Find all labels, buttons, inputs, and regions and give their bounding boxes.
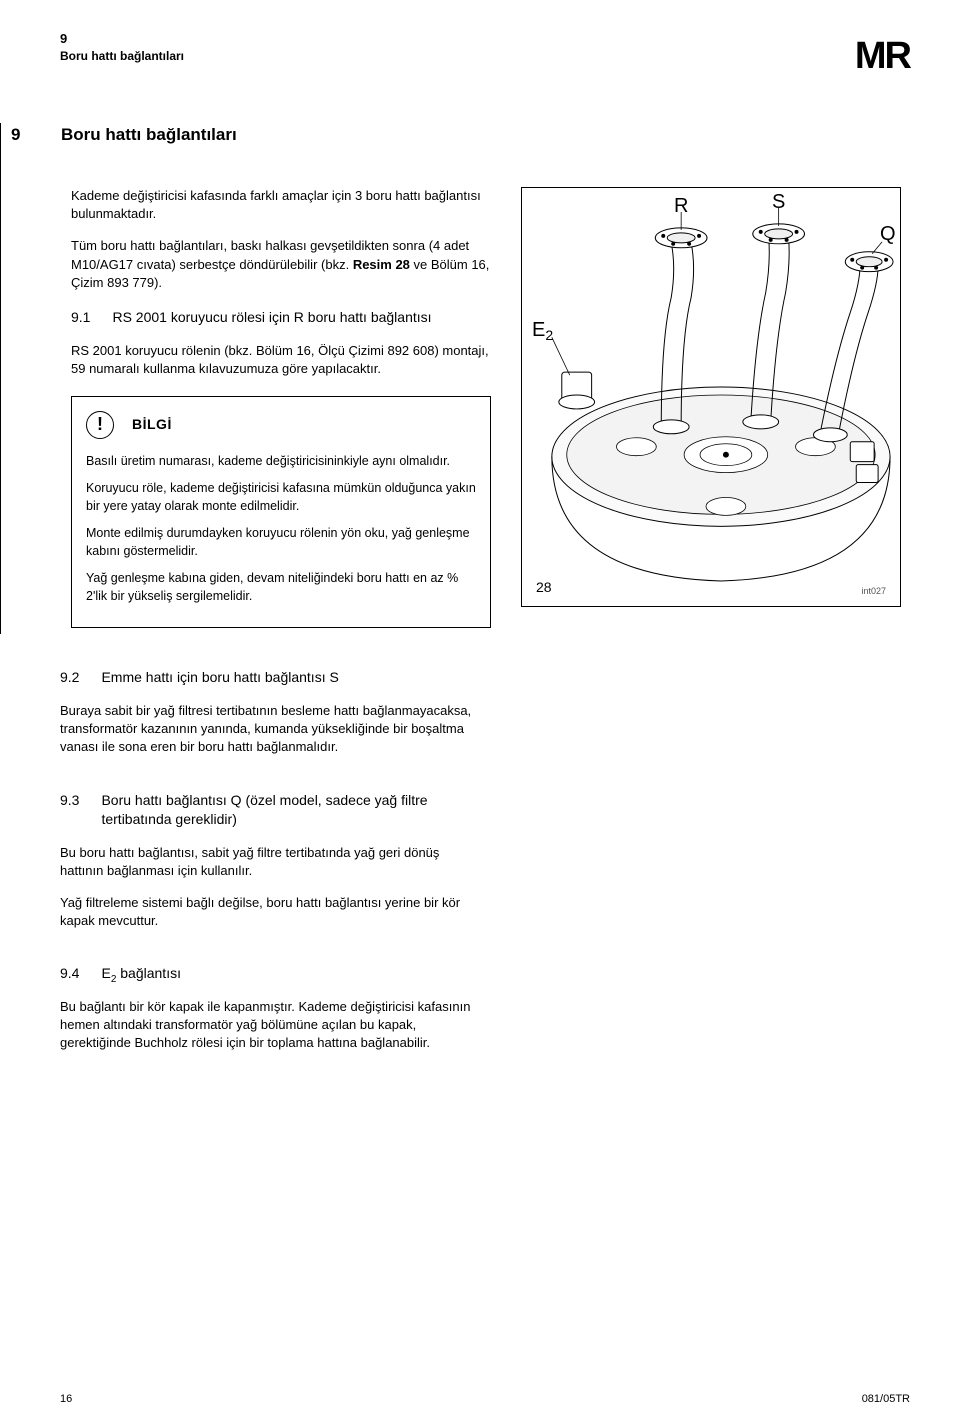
info-p2: Koruyucu röle, kademe değiştiricisi kafa… bbox=[86, 480, 476, 515]
sec91-num: 9.1 bbox=[71, 308, 90, 328]
sec94-body: Bu bağlantı bir kör kapak ile kapanmıştı… bbox=[60, 998, 480, 1053]
sec93-num: 9.3 bbox=[60, 791, 79, 811]
figure-svg bbox=[522, 188, 900, 606]
fig-code: int027 bbox=[861, 585, 886, 598]
fig-label-r: R bbox=[674, 192, 688, 220]
info-p1: Basılı üretim numarası, kademe değiştiri… bbox=[86, 453, 476, 471]
sec91-title: RS 2001 koruyucu rölesi için R boru hatt… bbox=[112, 308, 491, 328]
sec94-num: 9.4 bbox=[60, 964, 79, 984]
fig-num: 28 bbox=[536, 578, 552, 598]
info-p3: Monte edilmiş durumdayken koruyucu rölen… bbox=[86, 525, 476, 560]
footer-page: 16 bbox=[60, 1392, 72, 1407]
sec91-body: RS 2001 koruyucu rölenin (bkz. Bölüm 16,… bbox=[71, 342, 491, 378]
fig-label-q: Q bbox=[880, 220, 896, 248]
sec94-title: E2 bağlantısı bbox=[101, 964, 480, 984]
info-icon: ! bbox=[86, 411, 114, 439]
sec92-title: Emme hattı için boru hattı bağlantısı S bbox=[101, 668, 480, 688]
info-box: ! BİLGİ Basılı üretim numarası, kademe d… bbox=[71, 396, 491, 629]
fig-label-e2: E2 bbox=[532, 316, 553, 344]
sec93-body1: Bu boru hattı bağlantısı, sabit yağ filt… bbox=[60, 844, 480, 880]
header-section-title: Boru hattı bağlantıları bbox=[60, 48, 184, 65]
figure-28: R S Q E2 28 int027 bbox=[521, 187, 901, 607]
main-heading-title: Boru hattı bağlantıları bbox=[61, 123, 237, 147]
main-heading-num: 9 bbox=[11, 123, 31, 147]
header-section-num: 9 bbox=[60, 30, 184, 48]
sec93-body2: Yağ filtreleme sistemi bağlı değilse, bo… bbox=[60, 894, 480, 930]
sec92-body: Buraya sabit bir yağ filtresi tertibatın… bbox=[60, 702, 480, 757]
sec92-num: 9.2 bbox=[60, 668, 79, 688]
info-p4: Yağ genleşme kabına giden, devam niteliğ… bbox=[86, 570, 476, 605]
logo: MR bbox=[855, 30, 910, 83]
intro-p2: Tüm boru hattı bağlantıları, baskı halka… bbox=[71, 237, 491, 292]
info-title: BİLGİ bbox=[132, 415, 172, 435]
sec93-title: Boru hattı bağlantısı Q (özel model, sad… bbox=[101, 791, 480, 830]
intro-p1: Kademe değiştiricisi kafasında farklı am… bbox=[71, 187, 491, 223]
footer-doc: 081/05TR bbox=[862, 1392, 910, 1407]
fig-label-s: S bbox=[772, 188, 785, 216]
